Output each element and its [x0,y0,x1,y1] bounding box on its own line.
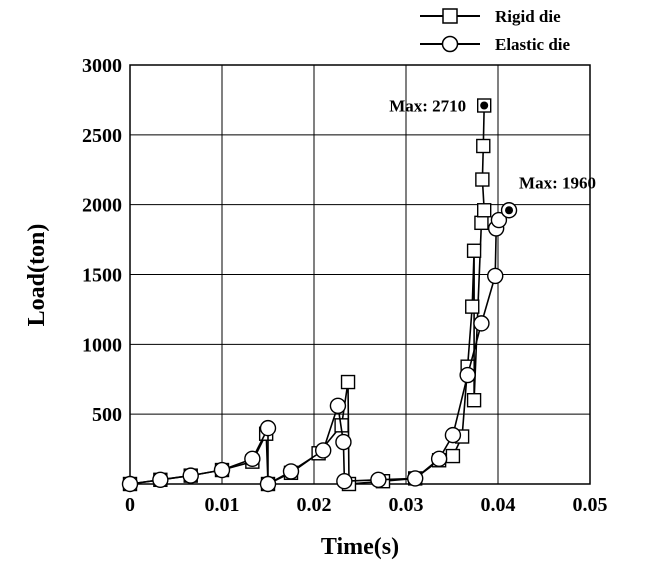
circle-marker [430,450,448,468]
y-tick-label: 3000 [82,55,122,77]
circle-marker [370,471,387,489]
circle-marker [329,397,347,414]
circle-marker [213,461,231,479]
square-marker [474,215,489,231]
legend: Rigid die Elastic die [420,7,571,54]
legend-label-rigid: Rigid die [495,7,561,26]
circle-marker [407,470,424,487]
circle-marker [121,475,139,493]
square-marker [340,374,356,390]
y-tick-label: 2500 [82,125,122,147]
x-tick-label: 0 [125,494,135,516]
series-line [129,105,486,485]
circle-marker [444,426,462,444]
circle-marker [259,419,277,437]
y-tick-label: 500 [92,404,122,426]
y-tick-label: 1000 [82,334,122,356]
plot-frame [129,64,591,485]
y-axis-title: Load(ton) [24,224,50,327]
grid-lines [130,65,590,484]
square-marker [466,393,482,408]
legend-circle-marker [441,35,459,53]
circle-marker [336,473,353,490]
max-annotation: Max: 2710 [389,97,466,116]
square-marker [466,243,482,258]
circle-marker [259,475,277,493]
max-point-dot [480,101,489,110]
series-elastic-die [121,202,518,493]
circle-marker [473,315,490,332]
series-layer [121,98,518,493]
circle-marker [335,433,352,451]
circle-marker [487,267,504,285]
square-marker [477,203,492,218]
x-tick-label: 0.02 [297,494,332,516]
x-tick-label: 0.04 [481,494,516,516]
circle-marker [244,450,261,468]
x-tick-label: 0.05 [573,494,608,516]
circle-marker [315,442,332,459]
y-tick-label: 1500 [82,265,122,287]
circle-marker [282,463,300,480]
y-tick-label: 2000 [82,195,122,217]
legend-square-marker [442,8,458,24]
legend-label-elastic: Elastic die [495,35,571,54]
square-marker [476,138,491,154]
circle-marker [459,366,476,384]
circle-marker [490,211,508,229]
x-tick-labels: 0 0.01 0.02 0.03 0.04 0.05 [125,494,608,516]
series-rigid-die [122,98,492,492]
x-axis-title: Time(s) [321,534,399,560]
square-marker [445,448,461,464]
x-tick-label: 0.03 [389,494,424,516]
square-marker [465,299,480,314]
y-tick-labels: 500 1000 1500 2000 2500 3000 [82,55,122,426]
square-marker [475,172,490,187]
max-point-dot [505,206,514,215]
circle-marker [182,467,199,484]
series-line [129,209,510,485]
circle-marker [152,471,169,489]
annotations: Max: 2710 Max: 1960 [389,97,596,215]
max-annotation: Max: 1960 [519,173,596,192]
x-tick-label: 0.01 [205,494,240,516]
